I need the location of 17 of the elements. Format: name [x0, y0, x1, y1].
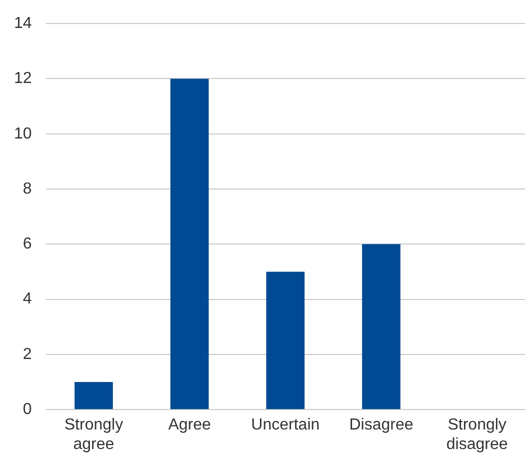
x-tick-label: Agree [168, 416, 212, 434]
y-tick-label: 0 [22, 401, 32, 418]
x-tick-label: Strongly agree [64, 416, 124, 453]
y-tick-label: 8 [22, 180, 32, 198]
y-tick-label: 14 [14, 15, 32, 32]
bar [362, 244, 400, 410]
y-tick-label: 10 [14, 125, 32, 142]
x-tick-label: Strongly disagree [446, 416, 508, 453]
y-tick-label: 2 [22, 346, 32, 363]
y-tick-label: 4 [22, 290, 32, 308]
bar [74, 382, 113, 410]
x-tick-label: Uncertain [251, 416, 320, 434]
bar [170, 78, 209, 410]
bar [266, 272, 305, 410]
y-tick-label: 12 [14, 70, 32, 88]
y-tick-label: 6 [22, 236, 32, 253]
x-tick-label: Disagree [349, 416, 414, 434]
